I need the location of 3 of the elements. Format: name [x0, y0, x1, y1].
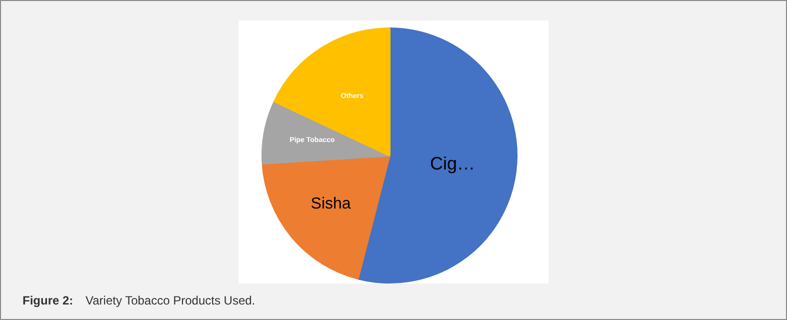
slice-label: Sisha: [310, 196, 351, 213]
text: Figure 2: Variety Tobacco Products Used.: [22, 294, 256, 308]
slice-label: Cig…: [430, 153, 476, 174]
